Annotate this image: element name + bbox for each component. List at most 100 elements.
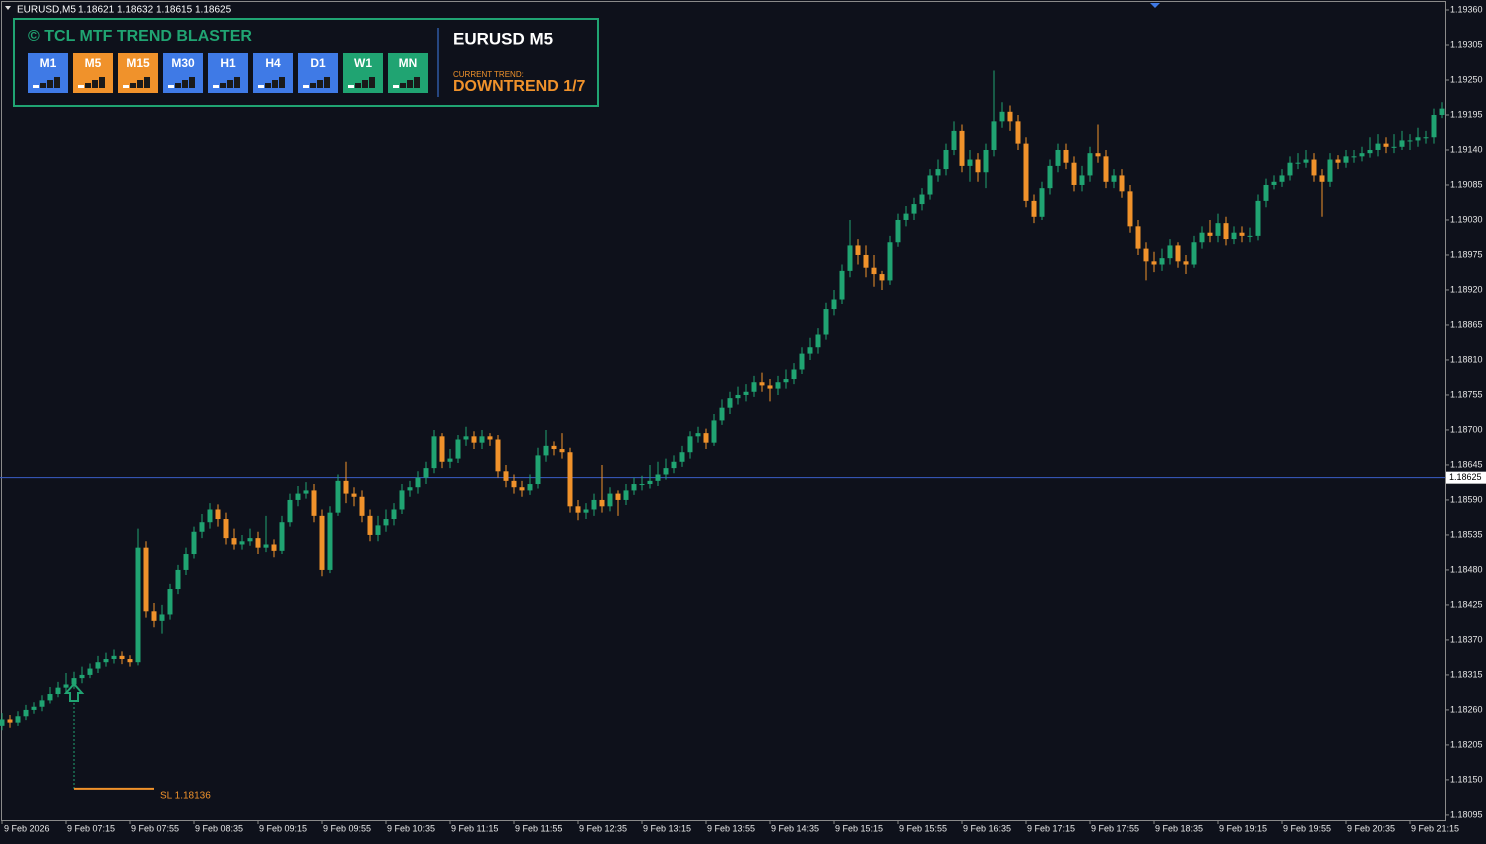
candle-body <box>431 436 437 469</box>
panel-symbol: EURUSD M5 <box>453 29 553 48</box>
candle-body <box>719 407 725 421</box>
y-tick-label: 1.19195 <box>1450 109 1483 119</box>
x-tick-label: 9 Feb 11:55 <box>515 823 562 833</box>
candle-body <box>1375 143 1381 150</box>
timeframe-label: D1 <box>310 56 326 70</box>
candle-body <box>1055 149 1061 166</box>
y-tick-label: 1.18645 <box>1450 459 1483 469</box>
candle-body <box>1127 191 1133 227</box>
candle-body <box>247 538 253 542</box>
candle-body <box>1295 162 1301 164</box>
quote-low: 1.18615 <box>156 5 193 16</box>
signal-bar <box>369 77 375 88</box>
signal-bar <box>130 83 136 88</box>
signal-bar <box>137 80 143 88</box>
menu-arrow[interactable] <box>5 6 11 10</box>
candle-body <box>1007 111 1013 122</box>
candle-body <box>983 149 989 173</box>
candle-body <box>1439 108 1445 115</box>
candle-body <box>503 471 509 481</box>
candle-body <box>455 439 461 459</box>
candle-body <box>1215 223 1221 236</box>
signal-bar <box>393 85 399 88</box>
x-tick-label: 9 Feb 2026 <box>4 823 50 833</box>
candle-body <box>623 490 629 500</box>
candle-body <box>63 684 69 688</box>
candle-body <box>647 480 653 485</box>
candle-body <box>111 655 117 660</box>
signal-bar <box>355 83 361 88</box>
candle-body <box>1199 232 1205 243</box>
stop-loss-label: SL 1.18136 <box>160 790 211 801</box>
price-label-box <box>1446 471 1486 484</box>
candle-body <box>1359 153 1365 157</box>
candle-body <box>791 369 797 380</box>
candle-body <box>1135 226 1141 249</box>
candle-body <box>1207 232 1213 236</box>
candle-body <box>607 493 613 507</box>
signal-bar <box>78 85 84 88</box>
x-tick-label: 9 Feb 09:55 <box>323 823 371 833</box>
candle-body <box>1167 245 1173 259</box>
candle-body <box>439 436 445 462</box>
candle-body <box>303 490 309 494</box>
candle-body <box>1407 140 1413 142</box>
indicator-panel: © TCL MTF TREND BLASTER EURUSD M5 CURREN… <box>13 18 599 107</box>
candle-body <box>1255 200 1261 236</box>
candle-body <box>679 452 685 462</box>
candle-body <box>279 522 285 551</box>
candle-body <box>1079 175 1085 185</box>
signal-bar <box>272 80 278 88</box>
signal-bar <box>85 83 91 88</box>
timeframe-label: M1 <box>40 56 57 70</box>
candle-body <box>127 659 133 663</box>
candle-body <box>191 531 197 555</box>
x-tick-label: 9 Feb 18:35 <box>1155 823 1203 833</box>
candle-body <box>959 130 965 166</box>
signal-bar <box>182 80 188 88</box>
candle-body <box>1175 245 1181 262</box>
candle-body <box>1399 140 1405 147</box>
candle-body <box>1047 165 1053 189</box>
y-tick-label: 1.18480 <box>1450 564 1483 574</box>
candle-body <box>399 490 405 510</box>
candle-body <box>799 353 805 370</box>
candle-body <box>871 267 877 275</box>
candle-body <box>775 382 781 389</box>
x-tick-label: 9 Feb 13:15 <box>643 823 691 833</box>
y-tick-label: 1.19030 <box>1450 214 1483 224</box>
signal-bar <box>92 80 98 88</box>
candle-body <box>175 569 181 590</box>
plot-area: SL 1.18136 <box>0 70 1445 801</box>
candle-body <box>159 614 165 621</box>
x-tick-label: 9 Feb 15:55 <box>899 823 947 833</box>
signal-bar <box>220 83 226 88</box>
candle-body <box>783 379 789 383</box>
signal-bar <box>33 85 39 88</box>
candle-body <box>183 554 189 570</box>
signal-bar <box>227 80 233 88</box>
trend-value: DOWNTREND 1/7 <box>453 78 586 95</box>
candle-body <box>367 515 373 535</box>
candle-body <box>1071 162 1077 185</box>
candle-body <box>1263 184 1269 201</box>
candle-body <box>895 219 901 243</box>
candle-body <box>1327 159 1333 182</box>
candle-body <box>831 299 837 310</box>
candle-body <box>527 484 533 491</box>
candle-body <box>727 398 733 408</box>
candle-body <box>1151 261 1157 265</box>
timeframe-label: W1 <box>354 56 372 70</box>
y-tick-label: 1.18260 <box>1450 704 1483 714</box>
candle-body <box>7 719 13 723</box>
y-tick-label: 1.18920 <box>1450 284 1483 294</box>
timeframe-label: H4 <box>265 56 281 70</box>
candle-body <box>167 589 173 615</box>
signal-bar <box>54 77 60 88</box>
trend-caption: CURRENT TREND: <box>453 70 524 79</box>
signal-bar <box>362 80 368 88</box>
y-tick-label: 1.19305 <box>1450 39 1483 49</box>
signal-bar <box>348 85 354 88</box>
